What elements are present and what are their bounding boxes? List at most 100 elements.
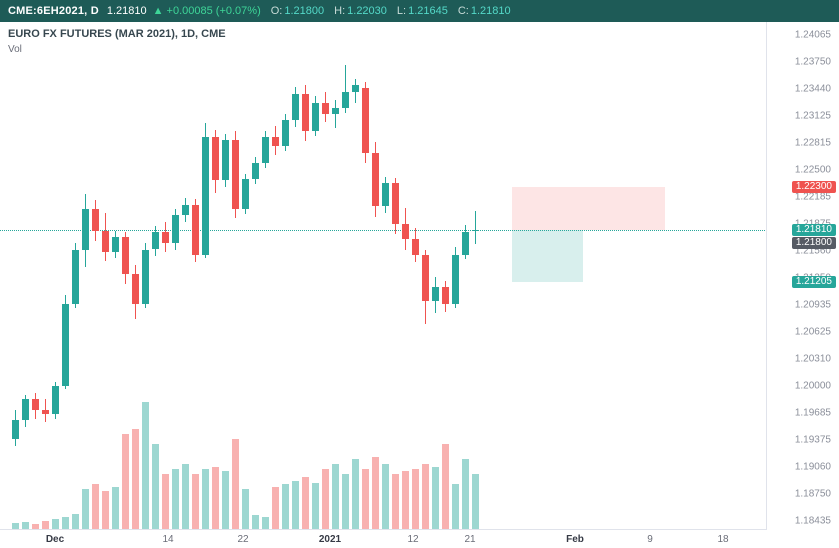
demand-zone[interactable] (512, 229, 583, 282)
volume-bar[interactable] (452, 484, 459, 529)
volume-bar[interactable] (32, 524, 39, 529)
time-tick[interactable]: 12 (407, 534, 419, 545)
candle[interactable] (362, 88, 369, 153)
volume-bar[interactable] (92, 484, 99, 529)
time-tick[interactable]: 2021 (318, 534, 342, 545)
time-tick[interactable]: 14 (162, 534, 174, 545)
candle[interactable] (372, 152, 379, 207)
candle[interactable] (152, 232, 159, 250)
volume-bar[interactable] (22, 522, 29, 529)
volume-bar[interactable] (162, 474, 169, 529)
candle[interactable] (12, 420, 19, 440)
candle[interactable] (382, 183, 389, 207)
volume-bar[interactable] (282, 484, 289, 529)
candle[interactable] (272, 137, 279, 146)
candle[interactable] (232, 139, 239, 209)
volume-bar[interactable] (402, 471, 409, 529)
candle-wick[interactable] (345, 64, 346, 114)
time-tick[interactable]: 9 (647, 534, 653, 545)
volume-bar[interactable] (262, 517, 269, 529)
candle[interactable] (122, 237, 129, 274)
chart-legend-title[interactable]: EURO FX FUTURES (MAR 2021), 1D, CME (8, 28, 226, 40)
candle[interactable] (172, 214, 179, 244)
volume-bar[interactable] (412, 469, 419, 529)
volume-bar[interactable] (462, 459, 469, 529)
volume-bar[interactable] (112, 487, 119, 529)
candle[interactable] (192, 204, 199, 255)
candle[interactable] (32, 398, 39, 411)
volume-bar[interactable] (12, 523, 19, 529)
volume-bar[interactable] (122, 434, 129, 529)
candle[interactable] (352, 85, 359, 93)
candle[interactable] (242, 178, 249, 209)
candle-wick[interactable] (475, 210, 476, 244)
volume-bar[interactable] (342, 474, 349, 529)
volume-bar[interactable] (192, 474, 199, 529)
volume-bar[interactable] (202, 469, 209, 529)
candle[interactable] (342, 92, 349, 108)
volume-bar[interactable] (322, 469, 329, 529)
candle[interactable] (222, 139, 229, 181)
candle[interactable] (162, 232, 169, 244)
candle[interactable] (432, 286, 439, 302)
volume-bar[interactable] (312, 483, 319, 529)
candle[interactable] (72, 249, 79, 304)
candle[interactable] (412, 239, 419, 255)
candle[interactable] (202, 137, 209, 255)
candle[interactable] (212, 137, 219, 181)
time-axis[interactable]: Dec 14 22 2021 12 21 Feb 9 18 (0, 531, 767, 548)
volume-bar[interactable] (362, 469, 369, 529)
volume-bar[interactable] (382, 464, 389, 529)
time-tick[interactable]: 18 (717, 534, 729, 545)
time-tick[interactable]: Dec (45, 534, 65, 545)
volume-bar[interactable] (222, 471, 229, 529)
candle[interactable] (22, 398, 29, 421)
candle[interactable] (422, 254, 429, 302)
candle[interactable] (252, 163, 259, 179)
volume-bar[interactable] (182, 464, 189, 529)
candle[interactable] (102, 230, 109, 253)
candle[interactable] (472, 229, 479, 231)
candle[interactable] (62, 303, 69, 386)
volume-bar[interactable] (332, 464, 339, 529)
volume-bar[interactable] (212, 467, 219, 529)
volume-bar[interactable] (102, 491, 109, 529)
volume-bar[interactable] (142, 402, 149, 529)
volume-bar[interactable] (432, 467, 439, 529)
candle[interactable] (462, 232, 469, 255)
supply-zone[interactable] (512, 187, 665, 230)
candle[interactable] (392, 183, 399, 224)
volume-bar[interactable] (302, 477, 309, 529)
candle[interactable] (282, 120, 289, 146)
volume-bar[interactable] (372, 457, 379, 529)
volume-bar[interactable] (72, 514, 79, 529)
candle[interactable] (452, 254, 459, 304)
volume-bar[interactable] (62, 517, 69, 529)
volume-bar[interactable] (82, 489, 89, 529)
time-tick[interactable]: 22 (237, 534, 249, 545)
candle[interactable] (42, 410, 49, 414)
candle[interactable] (142, 249, 149, 304)
candle[interactable] (442, 286, 449, 304)
candle[interactable] (262, 137, 269, 164)
candle[interactable] (402, 223, 409, 240)
candle[interactable] (312, 102, 319, 132)
candle[interactable] (112, 237, 119, 253)
price-axis[interactable]: 1.24065 1.23750 1.23440 1.23125 1.22815 1.225… (767, 22, 839, 548)
volume-bar[interactable] (172, 469, 179, 529)
volume-bar[interactable] (292, 481, 299, 529)
volume-bar[interactable] (52, 519, 59, 529)
candle[interactable] (302, 94, 309, 132)
volume-bar[interactable] (272, 487, 279, 529)
volume-bar[interactable] (132, 429, 139, 529)
candle[interactable] (132, 273, 139, 304)
volume-bar[interactable] (232, 439, 239, 529)
candle[interactable] (82, 208, 89, 250)
candle[interactable] (182, 204, 189, 215)
symbol-name[interactable]: CME:6EH2021, D (8, 5, 99, 17)
volume-bar[interactable] (472, 474, 479, 529)
volume-legend[interactable]: Vol (8, 44, 22, 55)
time-tick[interactable]: 21 (464, 534, 476, 545)
volume-bar[interactable] (152, 444, 159, 529)
time-tick[interactable]: Feb (566, 534, 584, 545)
